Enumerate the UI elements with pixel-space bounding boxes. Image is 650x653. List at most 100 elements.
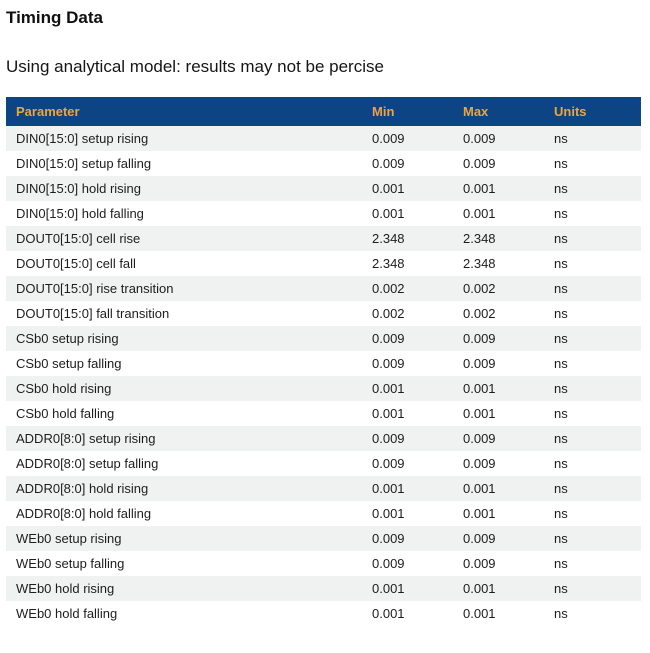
table-row: DOUT0[15:0] cell rise 2.348 2.348 ns	[6, 226, 641, 251]
cell-max: 0.009	[463, 156, 496, 171]
cell-units: ns	[554, 156, 568, 171]
cell-parameter: ADDR0[8:0] setup rising	[16, 431, 156, 446]
cell-min: 0.009	[372, 431, 405, 446]
cell-parameter: CSb0 setup falling	[16, 356, 122, 371]
cell-max: 0.001	[463, 606, 496, 621]
cell-parameter: CSb0 hold falling	[16, 406, 115, 421]
cell-min: 0.009	[372, 156, 405, 171]
table-row: ADDR0[8:0] setup falling 0.009 0.009 ns	[6, 451, 641, 476]
table-row: DOUT0[15:0] fall transition 0.002 0.002 ns	[6, 301, 641, 326]
cell-units: ns	[554, 531, 568, 546]
cell-parameter: DOUT0[15:0] cell rise	[16, 231, 141, 246]
cell-parameter: DOUT0[15:0] cell fall	[16, 256, 136, 271]
table-header-row: Parameter Min Max Units	[6, 97, 641, 126]
cell-max: 0.009	[463, 431, 496, 446]
table-row: WEb0 setup falling 0.009 0.009 ns	[6, 551, 641, 576]
cell-max: 0.009	[463, 456, 496, 471]
cell-units: ns	[554, 381, 568, 396]
cell-max: 0.001	[463, 506, 496, 521]
cell-min: 0.001	[372, 606, 405, 621]
cell-units: ns	[554, 306, 568, 321]
cell-max: 0.002	[463, 306, 496, 321]
cell-units: ns	[554, 356, 568, 371]
cell-units: ns	[554, 281, 568, 296]
cell-units: ns	[554, 456, 568, 471]
report-page: Timing Data Using analytical model: resu…	[0, 7, 650, 626]
cell-max: 0.001	[463, 581, 496, 596]
cell-min: 0.001	[372, 381, 405, 396]
cell-parameter: ADDR0[8:0] setup falling	[16, 456, 159, 471]
cell-units: ns	[554, 256, 568, 271]
table-row: DIN0[15:0] setup falling 0.009 0.009 ns	[6, 151, 641, 176]
cell-parameter: WEb0 hold falling	[16, 606, 118, 621]
page-subtitle: Using analytical model: results may not …	[6, 57, 384, 76]
cell-units: ns	[554, 181, 568, 196]
cell-max: 0.009	[463, 331, 496, 346]
cell-units: ns	[554, 131, 568, 146]
cell-min: 0.009	[372, 556, 405, 571]
page-title: Timing Data	[6, 8, 103, 27]
table-row: ADDR0[8:0] hold falling 0.001 0.001 ns	[6, 501, 641, 526]
cell-min: 0.001	[372, 581, 405, 596]
cell-parameter: WEb0 setup falling	[16, 556, 125, 571]
cell-units: ns	[554, 481, 568, 496]
cell-max: 0.009	[463, 531, 496, 546]
cell-min: 0.009	[372, 531, 405, 546]
cell-min: 0.002	[372, 306, 405, 321]
cell-min: 0.009	[372, 356, 405, 371]
table-row: DIN0[15:0] hold falling 0.001 0.001 ns	[6, 201, 641, 226]
cell-units: ns	[554, 206, 568, 221]
cell-parameter: DIN0[15:0] setup rising	[16, 131, 149, 146]
cell-min: 0.009	[372, 131, 405, 146]
cell-min: 0.009	[372, 331, 405, 346]
table-row: DOUT0[15:0] cell fall 2.348 2.348 ns	[6, 251, 641, 276]
table-row: CSb0 setup rising 0.009 0.009 ns	[6, 326, 641, 351]
table-row: CSb0 setup falling 0.009 0.009 ns	[6, 351, 641, 376]
cell-min: 0.001	[372, 206, 405, 221]
column-header-parameter: Parameter	[6, 97, 362, 126]
cell-max: 0.009	[463, 356, 496, 371]
table-row: WEb0 setup rising 0.009 0.009 ns	[6, 526, 641, 551]
timing-table-body: DIN0[15:0] setup rising 0.009 0.009 ns DIN0[…	[6, 126, 641, 626]
table-row: ADDR0[8:0] hold rising 0.001 0.001 ns	[6, 476, 641, 501]
cell-parameter: DOUT0[15:0] rise transition	[16, 281, 174, 296]
cell-max: 2.348	[463, 231, 496, 246]
cell-min: 0.009	[372, 456, 405, 471]
cell-parameter: WEb0 setup rising	[16, 531, 122, 546]
table-row: CSb0 hold falling 0.001 0.001 ns	[6, 401, 641, 426]
table-row: CSb0 hold rising 0.001 0.001 ns	[6, 376, 641, 401]
cell-max: 0.001	[463, 206, 496, 221]
cell-min: 0.001	[372, 406, 405, 421]
column-header-min: Min	[362, 97, 453, 126]
cell-max: 0.009	[463, 556, 496, 571]
cell-min: 2.348	[372, 256, 405, 271]
timing-data-table: Parameter Min Max Units DIN0[15:0] setup…	[6, 97, 641, 626]
cell-units: ns	[554, 331, 568, 346]
cell-max: 0.001	[463, 406, 496, 421]
cell-min: 0.001	[372, 481, 405, 496]
cell-parameter: DIN0[15:0] hold falling	[16, 206, 144, 221]
table-row: WEb0 hold falling 0.001 0.001 ns	[6, 601, 641, 626]
cell-parameter: CSb0 hold rising	[16, 381, 112, 396]
cell-parameter: DIN0[15:0] setup falling	[16, 156, 152, 171]
cell-max: 0.001	[463, 481, 496, 496]
cell-units: ns	[554, 581, 568, 596]
cell-units: ns	[554, 431, 568, 446]
cell-max: 0.009	[463, 131, 496, 146]
cell-parameter: ADDR0[8:0] hold falling	[16, 506, 152, 521]
cell-max: 0.001	[463, 181, 496, 196]
cell-min: 0.002	[372, 281, 405, 296]
cell-parameter: DOUT0[15:0] fall transition	[16, 306, 170, 321]
cell-parameter: WEb0 hold rising	[16, 581, 115, 596]
cell-units: ns	[554, 231, 568, 246]
table-row: DIN0[15:0] hold rising 0.001 0.001 ns	[6, 176, 641, 201]
cell-min: 0.001	[372, 506, 405, 521]
column-header-units: Units	[544, 97, 641, 126]
table-row: DIN0[15:0] setup rising 0.009 0.009 ns	[6, 126, 641, 151]
cell-max: 0.001	[463, 381, 496, 396]
cell-parameter: ADDR0[8:0] hold rising	[16, 481, 149, 496]
cell-max: 2.348	[463, 256, 496, 271]
cell-max: 0.002	[463, 281, 496, 296]
cell-units: ns	[554, 556, 568, 571]
cell-min: 2.348	[372, 231, 405, 246]
